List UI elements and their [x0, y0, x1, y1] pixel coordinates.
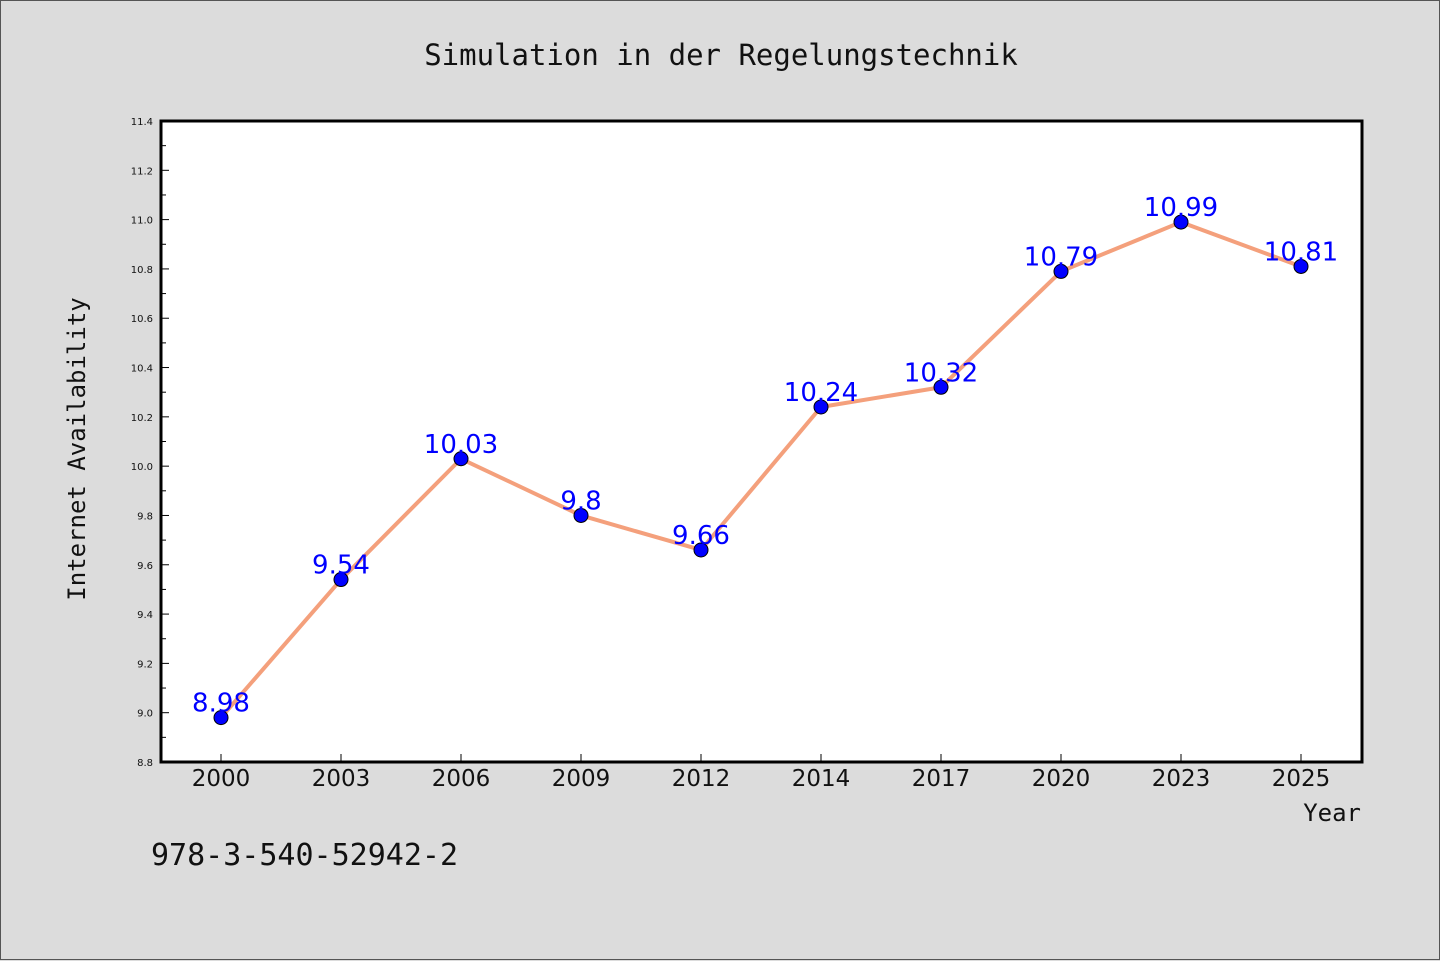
y-tick-label: 10.0: [131, 462, 153, 473]
series-layer: 8.98 9.54 10.03 9.8 9.66 10.24 10.32 10.79 10.99…: [192, 193, 1338, 726]
y-tick-label: 10.2: [131, 413, 153, 424]
data-label: 9.66: [672, 521, 730, 551]
data-point-marker: [453, 451, 469, 467]
x-tick-label: 2000: [192, 766, 251, 792]
y-tick-label: 9.4: [137, 610, 153, 621]
y-tick-label: 11.4: [131, 117, 153, 128]
y-tick-label: 10.4: [131, 364, 153, 375]
x-tick-label: 2006: [432, 766, 491, 792]
y-tick-label: 11.0: [131, 216, 153, 227]
y-tick-label: 9.2: [137, 659, 153, 670]
data-label: 8.98: [192, 689, 250, 719]
data-label: 10.24: [784, 378, 858, 408]
x-axis: 2000 2003 2006 2009 2012 2014 2017 2020 2023 2025: [192, 754, 1331, 792]
y-tick-label: 9.8: [137, 511, 153, 522]
chart-title: Simulation in der Regelungstechnik: [424, 38, 1018, 72]
x-tick-label: 2020: [1032, 766, 1091, 792]
data-label: 10.81: [1264, 237, 1338, 267]
data-label: 10.79: [1024, 242, 1098, 272]
data-point-marker: [933, 379, 949, 395]
y-tick-label: 10.8: [131, 265, 153, 276]
x-tick-label: 2014: [792, 766, 851, 792]
data-point-marker: [1293, 258, 1309, 274]
series-line: [219, 220, 1302, 719]
x-axis-label: Year: [1303, 799, 1361, 827]
y-tick-label: 9.6: [137, 561, 153, 572]
data-label: 10.03: [424, 430, 498, 460]
x-tick-label: 2017: [912, 766, 971, 792]
x-tick-label: 2009: [552, 766, 611, 792]
x-tick-label: 2003: [312, 766, 371, 792]
data-point-marker: [693, 542, 709, 558]
data-point-marker: [813, 399, 829, 415]
y-axis: 8.8 9.0 9.2 9.4 9.6 9.8 10.0 10.2 10.4 10.6 10.8 11…: [131, 117, 169, 769]
y-tick-label: 10.6: [131, 314, 153, 325]
x-tick-label: 2023: [1152, 766, 1211, 792]
x-tick-label: 2012: [672, 766, 731, 792]
data-point-marker: [1053, 263, 1069, 279]
data-point-marker: [573, 507, 589, 523]
data-point-marker: [213, 710, 229, 726]
data-label: 9.54: [312, 551, 370, 581]
data-label: 10.99: [1144, 193, 1218, 223]
data-point-marker: [333, 572, 349, 588]
footnote-isbn: 978-3-540-52942-2: [151, 838, 458, 873]
y-tick-label: 8.8: [137, 758, 153, 769]
data-point-marker: [1173, 214, 1189, 230]
y-tick-label: 9.0: [137, 709, 153, 720]
data-label: 10.32: [904, 358, 978, 388]
data-label: 9.8: [560, 486, 601, 516]
y-tick-label: 11.2: [131, 166, 153, 177]
y-axis-label: Internet Availability: [63, 297, 91, 600]
x-tick-label: 2025: [1272, 766, 1331, 792]
